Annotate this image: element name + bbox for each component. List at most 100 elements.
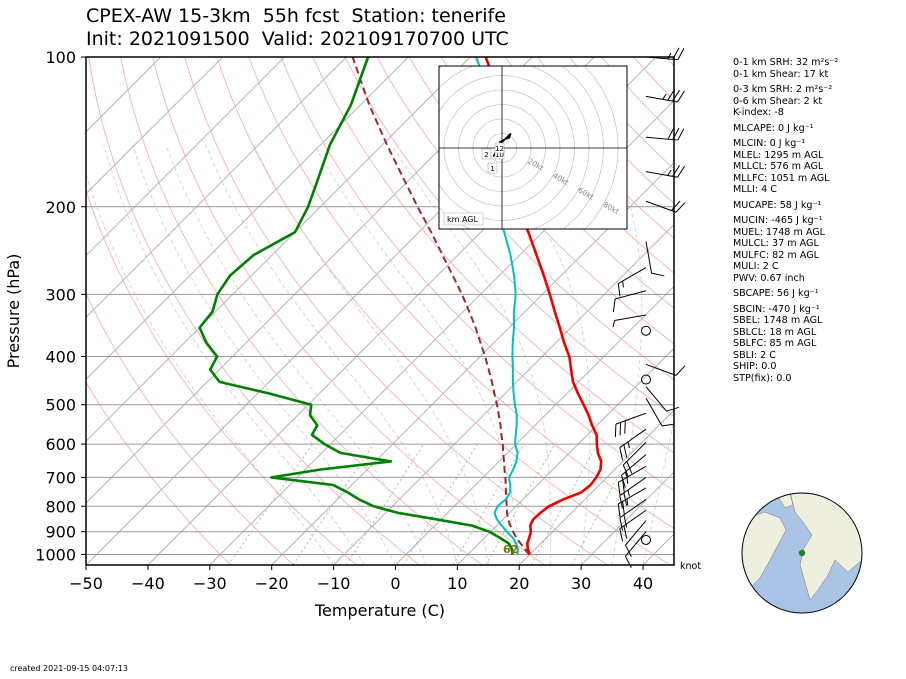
index-line: PWV: 0.67 inch [733, 273, 838, 285]
x-axis-label: Temperature (C) [314, 601, 445, 620]
mixing-ratio-line [293, 444, 374, 565]
isotherm-line [0, 57, 470, 565]
dry-adiabat-line [0, 57, 231, 565]
wind-barb-half-flag [668, 53, 671, 59]
wind-barb-staff [646, 387, 667, 412]
wind-barb-half-flag [663, 93, 667, 99]
y-axis-label: Pressure (hPa) [4, 254, 23, 369]
hodograph-unit-label: km AGL [447, 215, 479, 224]
figure-title-line2: Init: 2021091500 Valid: 202109170700 UTC [86, 28, 509, 50]
wind-barb-flag [652, 271, 665, 278]
index-line: MLEL: 1295 m AGL [733, 150, 838, 162]
x-tick-label: 10 [447, 574, 467, 593]
y-tick-label: 600 [45, 435, 76, 454]
wind-barb-flag [611, 424, 620, 437]
wind-barb [611, 413, 650, 437]
index-line: MLLFC: 1051 m AGL [733, 173, 838, 185]
dry-adiabat-line [57, 57, 357, 565]
wind-barb-flag [667, 403, 679, 415]
wind-barb-flag [622, 556, 634, 568]
hodograph-height-label: 1 [490, 165, 494, 173]
index-line: 0-1 km Shear: 17 kt [733, 69, 838, 81]
index-line: MULI: 2 C [733, 261, 838, 273]
hodograph-background [439, 66, 627, 229]
wind-barb [646, 45, 684, 60]
moist-adiabat-line [78, 145, 333, 565]
wind-barb-flag [621, 421, 630, 434]
isotherm-line [0, 57, 285, 565]
index-line: SBLCL: 18 m AGL [733, 327, 838, 339]
index-line: 0-1 km SRH: 32 m²s⁻² [733, 57, 838, 69]
wind-barb [646, 85, 685, 103]
mixing-ratio-line [486, 444, 555, 565]
surface-value-label: 62 [503, 543, 518, 556]
x-tick-label: −10 [317, 574, 351, 593]
index-line: MUCIN: -465 J kg⁻¹ [733, 215, 838, 227]
index-line: 0-6 km Shear: 2 kt [733, 96, 838, 108]
dry-adiabat-line [121, 57, 482, 565]
isotherm-line [0, 57, 408, 565]
mixing-ratio-line [404, 444, 478, 565]
wind-barb-flag [671, 199, 680, 212]
y-tick-label: 1000 [35, 545, 76, 564]
wind-barb-flag [616, 422, 625, 435]
y-tick-label: 400 [45, 348, 76, 367]
x-tick-label: −30 [193, 574, 227, 593]
x-tick-label: 0 [390, 574, 400, 593]
wind-barb-flag [676, 201, 685, 214]
wind-barb-staff [625, 532, 646, 557]
wind-barb [646, 190, 685, 214]
index-line: 0-3 km SRH: 2 m²s⁻² [733, 84, 838, 96]
moist-adiabat-line [643, 145, 711, 565]
wind-barb-flag [678, 128, 684, 140]
index-line: K-index: -8 [733, 107, 838, 119]
y-tick-label: 500 [45, 396, 76, 415]
x-tick-label: −40 [131, 574, 165, 593]
x-tick-label: −20 [255, 574, 289, 593]
index-line: SHIP: 0.0 [733, 361, 838, 373]
wind-barb-flag [678, 48, 684, 60]
index-line: MUEL: 1748 m AGL [733, 227, 838, 239]
index-line: SBCAPE: 56 J kg⁻¹ [733, 288, 838, 300]
station-marker [799, 550, 805, 556]
wind-barb-staff [625, 521, 646, 546]
created-timestamp: created 2021-09-15 04:07:13 [10, 664, 128, 673]
hodograph-height-label: 12 [495, 145, 504, 153]
index-line: SBEL: 1748 m AGL [733, 315, 838, 327]
figure-title-line1: CPEX-AW 15-3km 55h fcst Station: tenerif… [86, 5, 506, 27]
x-tick-label: 20 [509, 574, 529, 593]
index-line: MLLCL: 576 m AGL [733, 161, 838, 173]
wind-unit-label: knot [680, 561, 701, 572]
calm-wind-circle [642, 326, 651, 335]
wind-barb-staff [646, 364, 676, 375]
isotherm-line [0, 57, 346, 565]
x-tick-label: −50 [69, 574, 103, 593]
globe-locator [742, 492, 862, 613]
index-line: MULCL: 37 m AGL [733, 238, 838, 250]
wind-barb-flag [676, 364, 685, 377]
index-line: MLCIN: 0 J kg⁻¹ [733, 138, 838, 150]
x-tick-label: 40 [633, 574, 653, 593]
index-line: STP(fix): 0.0 [733, 373, 838, 385]
index-line: SBCIN: -470 J kg⁻¹ [733, 304, 838, 316]
wind-barb [646, 240, 664, 279]
calm-wind-circle [642, 535, 651, 544]
wind-barb-half-flag [612, 320, 616, 326]
wind-barb [646, 160, 685, 178]
mixing-ratio-line [531, 444, 597, 565]
y-tick-label: 700 [45, 468, 76, 487]
wind-barb-flag [673, 47, 679, 59]
x-tick-label: 30 [571, 574, 591, 593]
index-line: SBLI: 2 C [733, 350, 838, 362]
y-tick-label: 200 [45, 198, 76, 217]
index-line: MUCAPE: 58 J kg⁻¹ [733, 200, 838, 212]
index-line: MLCAPE: 0 J kg⁻¹ [733, 123, 838, 135]
wind-barb-half-flag [668, 170, 672, 176]
isotherm-line [0, 57, 161, 565]
index-line: SBLFC: 85 m AGL [733, 338, 838, 350]
isotherm-line [0, 57, 223, 565]
wind-barb-flag [610, 299, 618, 312]
y-tick-label: 300 [45, 285, 76, 304]
